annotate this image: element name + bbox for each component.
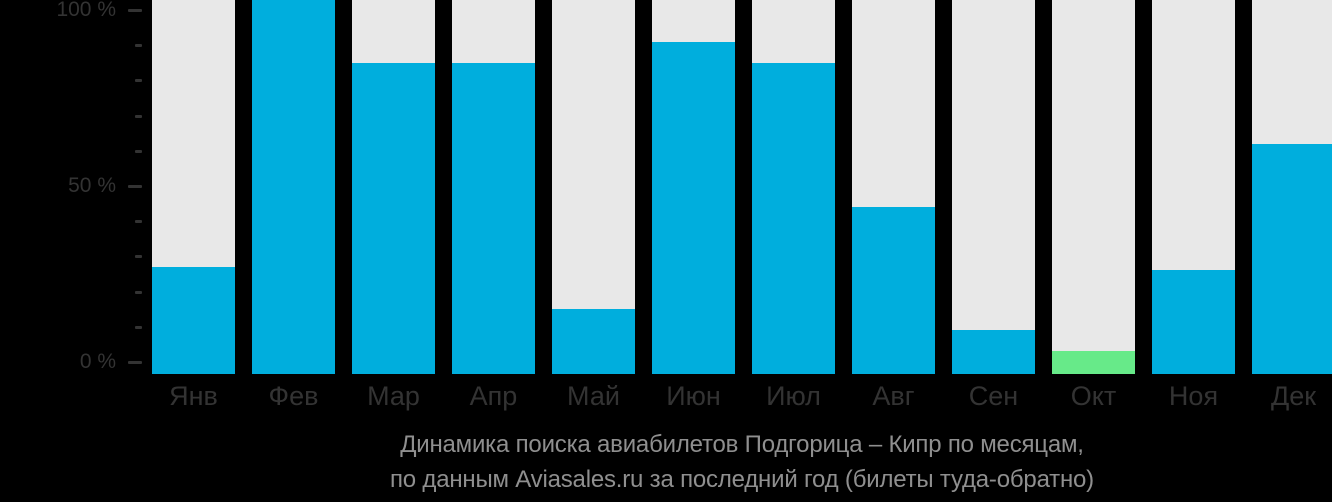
- bar-fill: [252, 0, 335, 374]
- bar-column: [452, 0, 535, 374]
- month-label: Май: [567, 381, 620, 411]
- y-axis-label-50: 50 %: [68, 174, 116, 197]
- bar-column: [652, 0, 735, 374]
- bar-column: [252, 0, 335, 374]
- bar-fill: [852, 207, 935, 374]
- bar-column: [1252, 0, 1332, 374]
- bar-column: [752, 0, 835, 374]
- month-label: Апр: [469, 381, 518, 411]
- month-label: Июл: [766, 381, 821, 411]
- y-axis-minor-tick: [135, 44, 142, 47]
- y-axis-minor-tick: [135, 326, 142, 329]
- bar-column: [352, 0, 435, 374]
- month-label: Авг: [872, 381, 915, 411]
- bar-column: [952, 0, 1035, 374]
- bar-fill-highlight: [1052, 351, 1135, 374]
- bar-column: [852, 0, 935, 374]
- month-label: Мар: [367, 381, 420, 411]
- y-axis-label-100: 100 %: [56, 0, 116, 21]
- bar-fill: [452, 63, 535, 374]
- bar-fill: [1252, 144, 1332, 374]
- bar-fill: [652, 42, 735, 374]
- y-axis-label-0: 0 %: [79, 350, 116, 373]
- bar-fill: [152, 267, 235, 374]
- bar-fill: [1152, 270, 1235, 374]
- bar-fill: [552, 309, 635, 374]
- bar-column: [552, 0, 635, 374]
- month-label: Ноя: [1168, 381, 1219, 411]
- plot-area: [152, 0, 1332, 374]
- bar-column: [1052, 0, 1135, 374]
- y-axis-minor-tick: [135, 79, 142, 82]
- month-label: Сен: [968, 381, 1019, 411]
- bar-fill: [752, 63, 835, 374]
- y-axis-major-tick: [128, 185, 142, 188]
- bar-column: [1152, 0, 1235, 374]
- y-axis-major-tick: [128, 361, 142, 364]
- chart-subtitle: по данным Aviasales.ru за последний год …: [390, 466, 1094, 493]
- y-axis-major-tick: [128, 9, 142, 12]
- month-label: Дек: [1270, 381, 1317, 411]
- y-axis-minor-tick: [135, 291, 142, 294]
- month-label: Окт: [1070, 381, 1117, 411]
- month-label: Фев: [268, 381, 319, 411]
- bar-fill: [352, 63, 435, 374]
- y-axis-minor-tick: [135, 115, 142, 118]
- bar-fill: [952, 330, 1035, 374]
- y-axis-minor-tick: [135, 220, 142, 223]
- bar-column: [152, 0, 235, 374]
- chart-title: Динамика поиска авиабилетов Подгорица – …: [400, 431, 1084, 458]
- y-axis-minor-tick: [135, 255, 142, 258]
- y-axis-minor-tick: [135, 150, 142, 153]
- month-label: Июн: [666, 381, 721, 411]
- month-label: Янв: [169, 381, 218, 411]
